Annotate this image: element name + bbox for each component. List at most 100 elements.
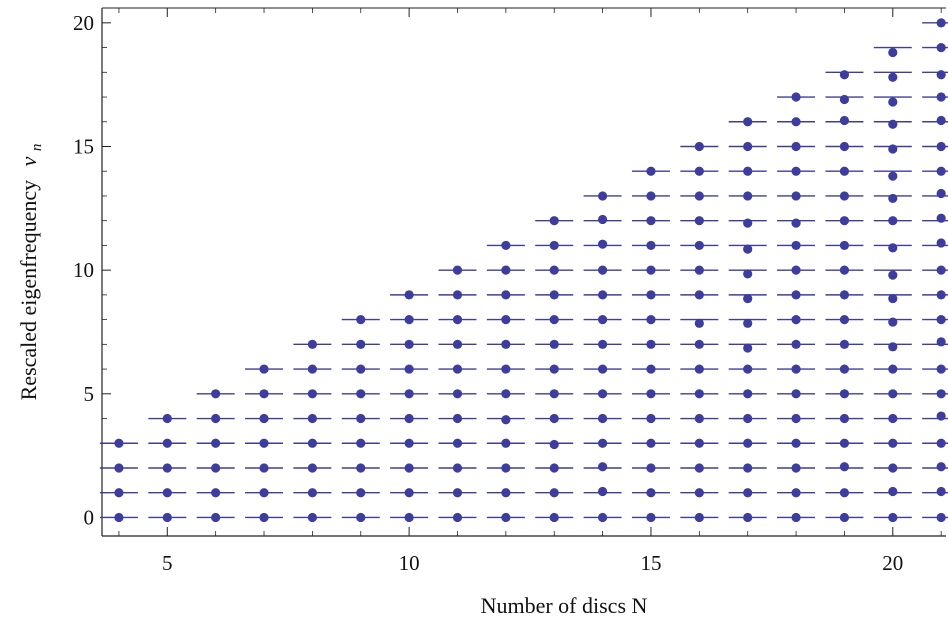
eigenfrequency-point — [694, 290, 704, 300]
eigenfrequency-point — [936, 462, 946, 472]
y-tick-label: 5 — [84, 382, 95, 406]
eigenfrequency-point — [791, 463, 801, 473]
eigenfrequency-point — [888, 389, 898, 399]
eigenfrequency-point — [791, 117, 801, 127]
eigenfrequency-point — [404, 364, 414, 374]
eigenfrequency-point — [743, 218, 753, 228]
eigenfrequency-point — [646, 216, 656, 226]
eigenfrequency-point — [936, 188, 946, 199]
eigenfrequency-point — [888, 193, 898, 204]
eigenfrequency-point — [888, 293, 898, 304]
eigenfrequency-point — [694, 389, 704, 399]
eigenfrequency-point — [162, 488, 172, 498]
eigenfrequency-point — [597, 512, 608, 523]
eigenfrequency-point — [549, 265, 559, 275]
eigenfrequency-point — [888, 463, 898, 473]
eigenfrequency-point — [839, 94, 850, 105]
eigenfrequency-point — [549, 315, 559, 325]
eigenfrequency-point — [694, 339, 704, 349]
eigenfrequency-point — [114, 488, 124, 498]
eigenfrequency-point — [501, 438, 511, 448]
eigenfrequency-point — [356, 463, 366, 473]
eigenfrequency-point — [549, 413, 559, 424]
eigenfrequency-point — [597, 290, 608, 300]
eigenfrequency-point — [646, 290, 656, 300]
eigenfrequency-point — [162, 463, 172, 473]
eigenfrequency-point — [356, 389, 366, 399]
y-axis-label-text: Rescaled eigenfrequency — [16, 180, 41, 401]
eigenfrequency-point — [936, 141, 946, 152]
eigenfrequency-point — [452, 290, 463, 300]
eigenfrequency-point — [259, 512, 269, 523]
eigenfrequency-point — [501, 463, 511, 473]
eigenfrequency-point — [888, 119, 898, 129]
eigenfrequency-point — [839, 216, 850, 226]
eigenfrequency-point — [501, 265, 511, 275]
eigenfrequency-point — [597, 413, 608, 424]
x-tick-label: 15 — [640, 551, 661, 575]
eigenfrequency-point — [404, 512, 414, 523]
eigenfrequency-point — [597, 486, 608, 497]
eigenfrequency-point — [791, 166, 801, 176]
eigenfrequency-point — [452, 463, 463, 473]
eigenfrequency-point — [307, 364, 317, 374]
eigenfrequency-point — [646, 488, 656, 498]
eigenfrequency-point — [936, 115, 946, 126]
eigenfrequency-point — [936, 265, 946, 275]
eigenfrequency-point — [791, 92, 801, 102]
eigenfrequency-point — [597, 462, 608, 472]
eigenfrequency-point — [888, 144, 898, 154]
eigenfrequency-point — [549, 339, 559, 349]
eigenfrequency-point — [211, 438, 221, 448]
eigenfrequency-point — [936, 512, 946, 523]
eigenfrequency-point — [839, 462, 850, 472]
eigenfrequency-point — [501, 240, 511, 251]
eigenfrequency-point — [791, 413, 801, 424]
eigenfrequency-point — [791, 265, 801, 275]
eigenfrequency-point — [404, 315, 414, 325]
eigenfrequency-point — [646, 463, 656, 473]
eigenfrequency-point — [888, 243, 898, 253]
eigenfrequency-point — [597, 389, 608, 399]
x-axis-label: Number of discs N — [481, 593, 648, 618]
y-tick-label: 0 — [84, 505, 95, 529]
eigenfrequency-point — [356, 339, 366, 349]
eigenfrequency-point — [259, 438, 269, 448]
eigenfrequency-point — [743, 269, 753, 279]
eigenfrequency-point — [404, 463, 414, 473]
y-axis-label: Rescaled eigenfrequency ν n — [16, 144, 45, 401]
eigenfrequency-point — [743, 343, 753, 353]
eigenfrequency-point — [549, 439, 559, 450]
eigenfrequency-point — [839, 265, 850, 275]
eigenfrequency-point — [404, 413, 414, 424]
eigenfrequency-point — [549, 463, 559, 473]
eigenfrequency-point — [404, 488, 414, 498]
eigenfrequency-point — [259, 463, 269, 473]
eigenfrequency-point — [646, 413, 656, 424]
eigenfrequency-point — [888, 413, 898, 424]
eigenfrequency-point — [888, 512, 898, 523]
eigenfrequency-point — [597, 191, 608, 201]
eigenfrequency-point — [549, 216, 559, 226]
y-tick-label: 20 — [73, 11, 94, 35]
eigenfrequency-point — [888, 171, 898, 181]
eigenfrequency-point — [888, 216, 898, 226]
eigenfrequency-point — [452, 438, 463, 448]
eigenfrequency-point — [356, 438, 366, 448]
eigenfrequency-point — [452, 413, 463, 424]
eigenfrequency-point — [211, 463, 221, 473]
eigenfrequency-point — [694, 438, 704, 448]
eigenfrequency-point — [694, 318, 704, 328]
eigenfrequency-point — [162, 512, 172, 523]
eigenfrequency-point — [743, 512, 753, 523]
eigenfrequency-point — [549, 364, 559, 374]
eigenfrequency-point — [839, 240, 850, 251]
eigenfrequency-point — [501, 315, 511, 325]
eigenfrequency-point — [597, 265, 608, 275]
eigenfrequency-point — [888, 47, 898, 58]
eigenfrequency-point — [694, 265, 704, 275]
eigenfrequency-point — [791, 364, 801, 374]
eigenfrequency-point — [936, 166, 946, 176]
eigenfrequency-point — [452, 512, 463, 523]
